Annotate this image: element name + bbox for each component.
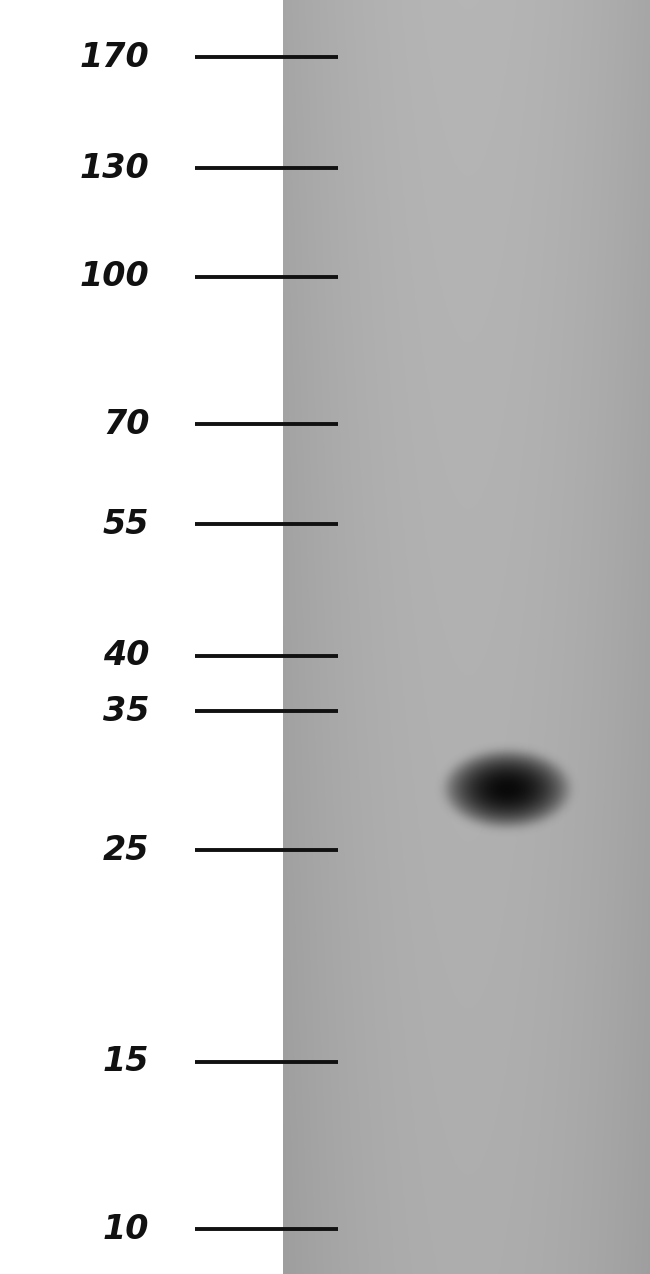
Text: 40: 40 [103,640,150,673]
Text: 25: 25 [103,834,150,866]
Text: 15: 15 [103,1045,150,1078]
Text: 70: 70 [103,408,150,441]
Text: 10: 10 [103,1213,150,1246]
Text: 130: 130 [80,152,150,185]
Text: 55: 55 [103,507,150,540]
Text: 100: 100 [80,260,150,293]
Text: 170: 170 [80,41,150,74]
Text: 35: 35 [103,694,150,727]
